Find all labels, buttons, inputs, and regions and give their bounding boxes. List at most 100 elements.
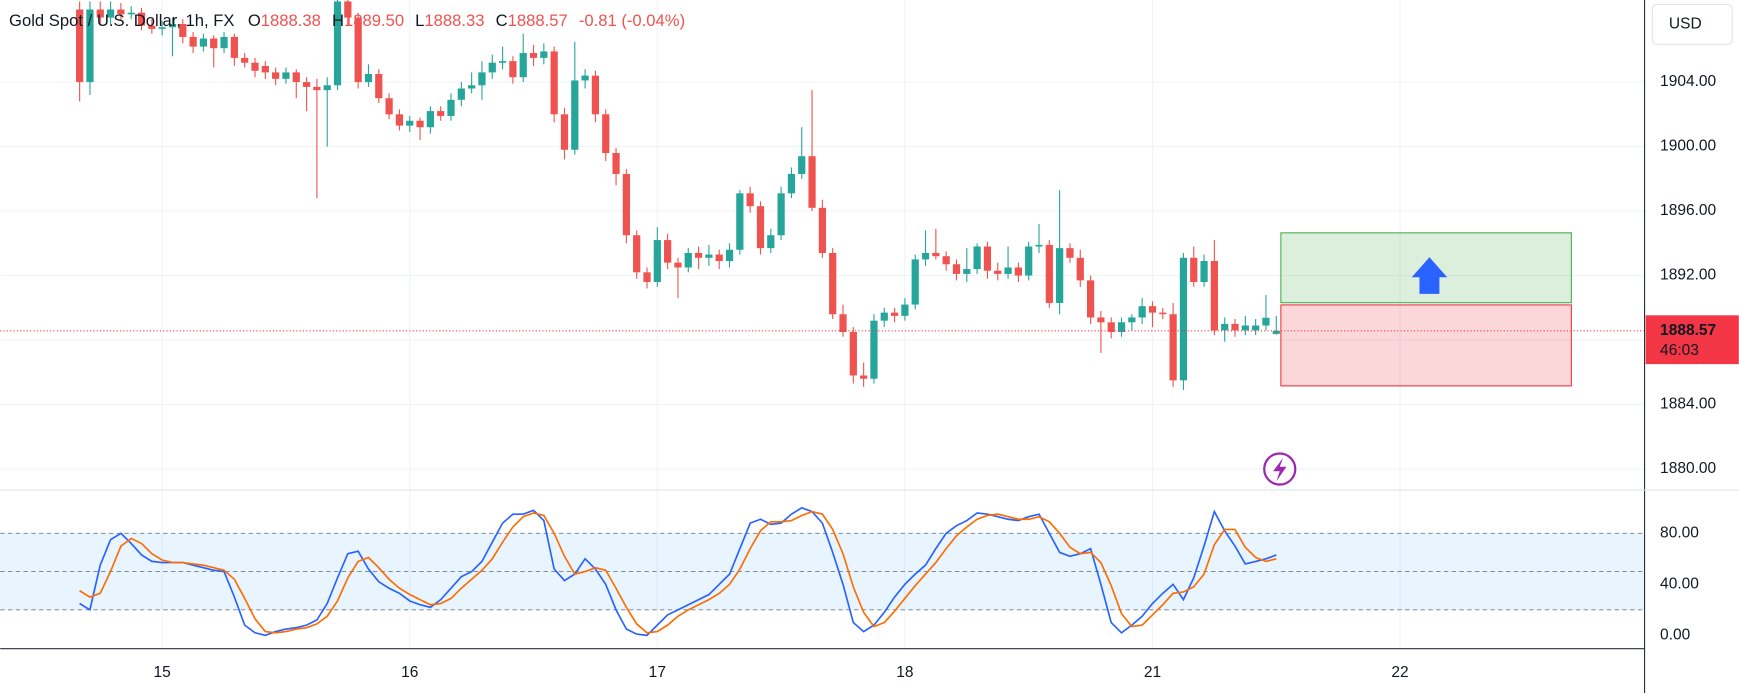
candle-body	[1045, 244, 1053, 303]
candle-body	[715, 254, 723, 262]
candle-body	[137, 12, 146, 26]
candle-body	[406, 120, 414, 126]
candle-body	[1128, 317, 1136, 323]
loss-zone[interactable]	[1280, 304, 1572, 387]
candle-body	[457, 88, 465, 100]
candle-body	[1210, 261, 1218, 331]
candle-body	[509, 61, 517, 78]
candle-body	[890, 312, 899, 316]
candle-body	[622, 173, 630, 236]
candle-body	[241, 57, 249, 63]
candle-body	[468, 85, 476, 89]
candle-body	[756, 206, 765, 249]
candle-body	[880, 312, 888, 321]
y-tick-label: 1904.00	[1660, 73, 1716, 90]
candle-body	[674, 262, 682, 268]
candle-body	[230, 36, 238, 58]
candle-body	[261, 65, 269, 73]
candle-body	[395, 114, 404, 126]
candle-body	[1056, 248, 1064, 303]
candle-body	[684, 252, 692, 268]
candle-body	[818, 207, 826, 253]
legend-key: O	[248, 12, 261, 31]
currency: USD	[1669, 15, 1702, 32]
candle-body	[746, 193, 754, 207]
candle-body	[282, 72, 290, 79]
candle-body	[385, 98, 393, 115]
x-tick-label: 15	[154, 664, 171, 681]
stoch-line	[79, 510, 1277, 634]
candle-body	[870, 320, 878, 379]
candle-body	[1252, 325, 1260, 331]
y-tick-label: 1880.00	[1660, 460, 1716, 477]
candle-body	[591, 75, 600, 115]
candle-body	[447, 99, 455, 116]
candle-body	[1190, 257, 1198, 282]
legend-value: 1888.38	[261, 12, 321, 31]
candle-body	[694, 252, 703, 258]
candle-body	[664, 240, 672, 263]
candle-body	[1179, 257, 1188, 381]
currency-button[interactable]	[1651, 3, 1733, 45]
x-tick-label: 16	[401, 664, 418, 681]
candle-body	[148, 25, 156, 29]
x-tick-label: 17	[649, 664, 666, 681]
y-tick-label: 1892.00	[1660, 267, 1716, 284]
candle-body	[437, 111, 445, 116]
stoch-band	[0, 533, 1645, 610]
candle-body	[798, 156, 806, 174]
candle-body	[1231, 323, 1239, 331]
candle-body	[1169, 314, 1177, 381]
candle-body	[199, 38, 208, 47]
candle-body	[302, 82, 311, 87]
candle-body	[983, 246, 992, 271]
candle-body	[767, 235, 775, 249]
candle-body	[1159, 312, 1167, 315]
candle-body	[313, 86, 321, 91]
title: Gold Spot / U.S. Dollar, 1h, FX	[9, 12, 234, 31]
candle-body	[1004, 267, 1012, 274]
candle-body	[705, 254, 713, 258]
candle-body	[168, 24, 177, 28]
candle-body	[1035, 244, 1043, 247]
last-price-label: 1888.57	[1660, 322, 1716, 339]
candle-body	[849, 331, 857, 376]
candle-body	[1086, 280, 1095, 318]
candle-body	[498, 61, 507, 63]
candle-body	[96, 9, 104, 18]
candle-body	[1117, 322, 1126, 332]
candle-body	[777, 193, 785, 236]
candle-body	[560, 114, 569, 150]
y2-tick-label: 0.00	[1660, 626, 1691, 643]
last-price-box	[1645, 315, 1739, 365]
candle-body	[1262, 317, 1270, 326]
candle-body	[571, 80, 579, 150]
y-tick-label: 1896.00	[1660, 202, 1716, 219]
candle-body	[787, 173, 796, 194]
candle-body	[251, 62, 259, 71]
legend-value: 1888.57	[508, 12, 568, 31]
candle-body	[736, 193, 744, 250]
grid	[0, 0, 1645, 649]
candle-body	[839, 314, 847, 332]
candle-body	[994, 270, 1002, 274]
event-bolt	[1273, 457, 1287, 482]
candle-body	[375, 74, 383, 99]
candle-body	[220, 36, 228, 49]
candle-body	[488, 62, 496, 73]
legend-change: -0.81 (-0.04%)	[579, 12, 685, 31]
legend-key: H	[332, 12, 344, 31]
candle-body	[158, 27, 166, 29]
candle-body	[519, 53, 527, 78]
candle-body	[808, 156, 816, 208]
stoch-line	[79, 506, 1277, 637]
candle-body	[1025, 246, 1033, 276]
candle-body	[1066, 248, 1074, 258]
candle-body	[540, 51, 548, 58]
candle-body	[911, 259, 919, 305]
candle-body	[612, 153, 620, 174]
candle-body	[1138, 306, 1146, 318]
candle-body	[952, 264, 961, 274]
candle-body	[1097, 317, 1105, 323]
